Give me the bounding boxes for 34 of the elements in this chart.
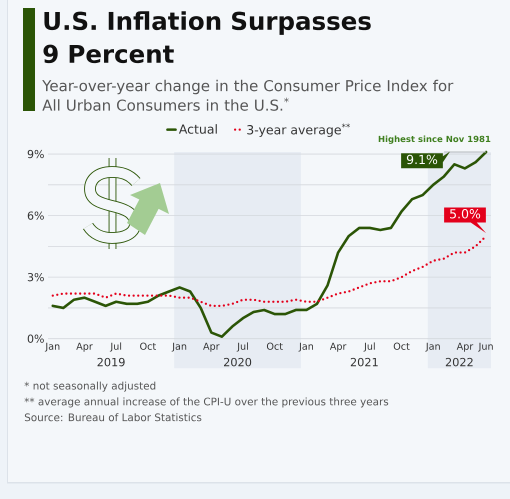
x-tick-label: Jan <box>425 342 440 352</box>
band-label: 2022 <box>446 358 473 366</box>
y-tick-label: 6% <box>28 211 44 220</box>
x-tick-label: Jul <box>364 342 375 352</box>
legend-label: Actual <box>178 124 217 134</box>
x-tick-label: Jun <box>478 342 493 352</box>
band-label: 2019 <box>98 358 125 366</box>
text: * not seasonally adjusted <box>24 382 156 392</box>
x-tick-label: Oct <box>266 342 283 350</box>
annotation: Highest since Nov 1981 <box>378 136 490 144</box>
y-tick-label: 0% <box>28 334 44 343</box>
text: ** average annual increase of the CPI-U over the previous three years <box>24 397 388 408</box>
x-tick-label: Apr <box>456 342 474 352</box>
band-label: 2020 <box>224 358 252 366</box>
x-tick-label: Oct <box>140 342 156 350</box>
legend-label: 3-year average$^{**}$ <box>247 123 350 137</box>
y-tick-label: 3% <box>28 273 44 282</box>
chart-title: U.S. Inflation Surpasses 9 Percent <box>43 11 371 64</box>
line-series <box>51 150 488 338</box>
band-label: 2021 <box>350 358 378 366</box>
x-tick-label: Jul <box>236 342 248 352</box>
chart-subtitle: Year-over-year change in the Consumer Price Index for All Urban Consumers in the U.S.$^{*}$ <box>42 80 454 111</box>
x-tick-label: Jan <box>44 342 60 352</box>
x-tick-label: Jul <box>110 342 122 352</box>
x-tick-label: Jan <box>298 342 313 352</box>
source-note: Source: Bureau of Labor Statistics <box>24 413 202 422</box>
data-label: 9.1% <box>406 154 438 164</box>
data-label: 5.0% <box>450 209 480 218</box>
x-tick-label: Jan <box>172 342 186 352</box>
y-tick-label: 9% <box>28 150 44 158</box>
x-tick-label: Oct <box>394 342 410 350</box>
x-tick-label: Apr <box>76 342 93 352</box>
x-tick-label: Apr <box>203 342 220 352</box>
x-tick-label: Apr <box>330 342 346 352</box>
